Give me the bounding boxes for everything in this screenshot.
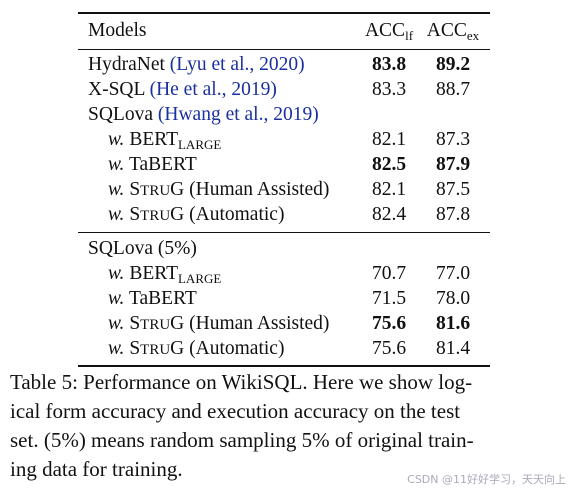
acc-ex-value: 87.5 <box>435 179 471 200</box>
model-name: w. STRUG (Human Assisted) <box>108 179 330 200</box>
acc-ex-value: 77.0 <box>435 263 471 284</box>
table-row: SQLova (Hwang et al., 2019) <box>78 102 490 128</box>
citation-link[interactable]: (He et al., 2019) <box>149 79 277 100</box>
header-acc-lf: ACClf <box>364 20 414 43</box>
table-caption: Table 5: Performance on WikiSQL. Here we… <box>10 368 566 484</box>
acc-lf-value: 82.4 <box>371 204 407 225</box>
table-row: w. TaBERT 71.5 78.0 <box>78 286 490 312</box>
citation-link[interactable]: (Lyu et al., 2020) <box>169 54 305 75</box>
acc-ex-value: 87.9 <box>435 154 471 175</box>
caption-line: Table 5: Performance on WikiSQL. Here we… <box>10 370 473 394</box>
acc-ex-value: 78.0 <box>435 288 471 309</box>
csdn-watermark: CSDN @11好好学习，天天向上 <box>407 473 566 486</box>
top-rule <box>78 12 490 14</box>
model-name: w. BERTLARGE <box>108 129 222 152</box>
model-name: w. BERTLARGE <box>108 263 222 286</box>
acc-lf-value: 75.6 <box>371 313 407 334</box>
model-name: X-SQL (He et al., 2019) <box>88 79 277 100</box>
caption-line: set. (5%) means random sampling 5% of or… <box>10 428 474 452</box>
model-name: SQLova (5%) <box>88 238 197 259</box>
table-row: w. STRUG (Automatic) 75.6 81.4 <box>78 336 490 362</box>
table-row: HydraNet (Lyu et al., 2020) 83.8 89.2 <box>78 52 490 78</box>
acc-ex-value: 81.4 <box>435 338 471 359</box>
acc-ex-value: 81.6 <box>435 313 471 334</box>
table-row: w. BERTLARGE 82.1 87.3 <box>78 127 490 153</box>
model-name: w. STRUG (Automatic) <box>108 338 285 359</box>
section-rule <box>78 232 490 233</box>
model-name: w. TaBERT <box>108 288 197 309</box>
model-name: w. TaBERT <box>108 154 197 175</box>
table-row: w. STRUG (Human Assisted) 82.1 87.5 <box>78 177 490 203</box>
model-name: HydraNet (Lyu et al., 2020) <box>88 54 305 75</box>
table-row: w. STRUG (Human Assisted) 75.6 81.6 <box>78 311 490 337</box>
acc-ex-value: 89.2 <box>435 54 471 75</box>
acc-ex-value: 87.3 <box>435 129 471 150</box>
acc-lf-value: 70.7 <box>371 263 407 284</box>
acc-lf-value: 83.3 <box>371 79 407 100</box>
table-row: SQLova (5%) <box>78 236 490 262</box>
acc-lf-value: 83.8 <box>371 54 407 75</box>
acc-lf-value: 71.5 <box>371 288 407 309</box>
acc-ex-value: 87.8 <box>435 204 471 225</box>
model-name: w. STRUG (Automatic) <box>108 204 285 225</box>
caption-line: ing data for training. <box>10 457 183 481</box>
table-row: w. TaBERT 82.5 87.9 <box>78 152 490 178</box>
caption-line: ical form accuracy and execution accurac… <box>10 399 461 423</box>
acc-lf-value: 82.1 <box>371 129 407 150</box>
table-row: X-SQL (He et al., 2019) 83.3 88.7 <box>78 77 490 103</box>
model-name: SQLova (Hwang et al., 2019) <box>88 104 319 125</box>
header-models: Models <box>88 20 147 41</box>
table-row: w. STRUG (Automatic) 82.4 87.8 <box>78 202 490 228</box>
model-name: w. STRUG (Human Assisted) <box>108 313 330 334</box>
bottom-rule <box>78 365 490 367</box>
acc-lf-value: 82.1 <box>371 179 407 200</box>
acc-lf-value: 75.6 <box>371 338 407 359</box>
header-rule <box>78 49 490 50</box>
table-row: w. BERTLARGE 70.7 77.0 <box>78 261 490 287</box>
header-row: Models ACClf ACCex <box>78 18 490 44</box>
acc-ex-value: 88.7 <box>435 79 471 100</box>
citation-link[interactable]: (Hwang et al., 2019) <box>157 104 319 125</box>
acc-lf-value: 82.5 <box>371 154 407 175</box>
header-acc-ex: ACCex <box>426 20 480 43</box>
